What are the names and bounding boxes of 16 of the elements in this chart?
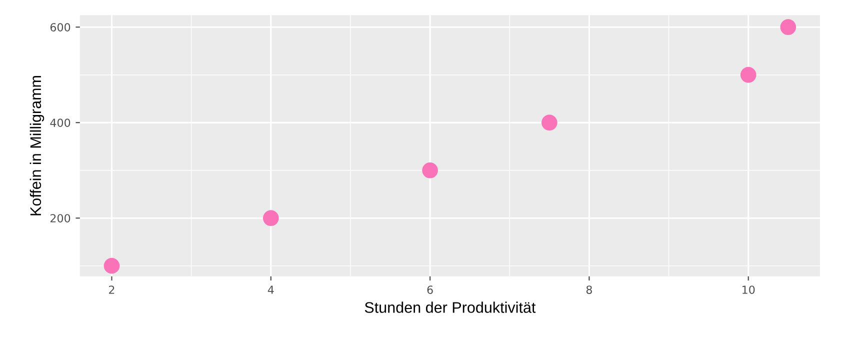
point: [422, 162, 438, 178]
x-tick-label: 10: [742, 286, 755, 294]
x-tick-label: 4: [268, 286, 274, 294]
y-tick-label: 400: [50, 118, 70, 127]
y-axis-title: Koffein in Milligramm: [30, 76, 44, 216]
point: [541, 114, 558, 131]
point: [104, 258, 120, 274]
x-tick-label: 6: [427, 286, 433, 294]
point: [780, 19, 796, 36]
x-tick-label: 2: [109, 286, 114, 294]
point: [740, 66, 756, 83]
y-tick-label: 200: [50, 214, 70, 222]
x-tick-label: 8: [586, 286, 592, 294]
y-tick-label: 600: [50, 23, 70, 32]
point: [262, 210, 279, 226]
x-axis-title: Stunden der Produktivität: [364, 302, 536, 313]
